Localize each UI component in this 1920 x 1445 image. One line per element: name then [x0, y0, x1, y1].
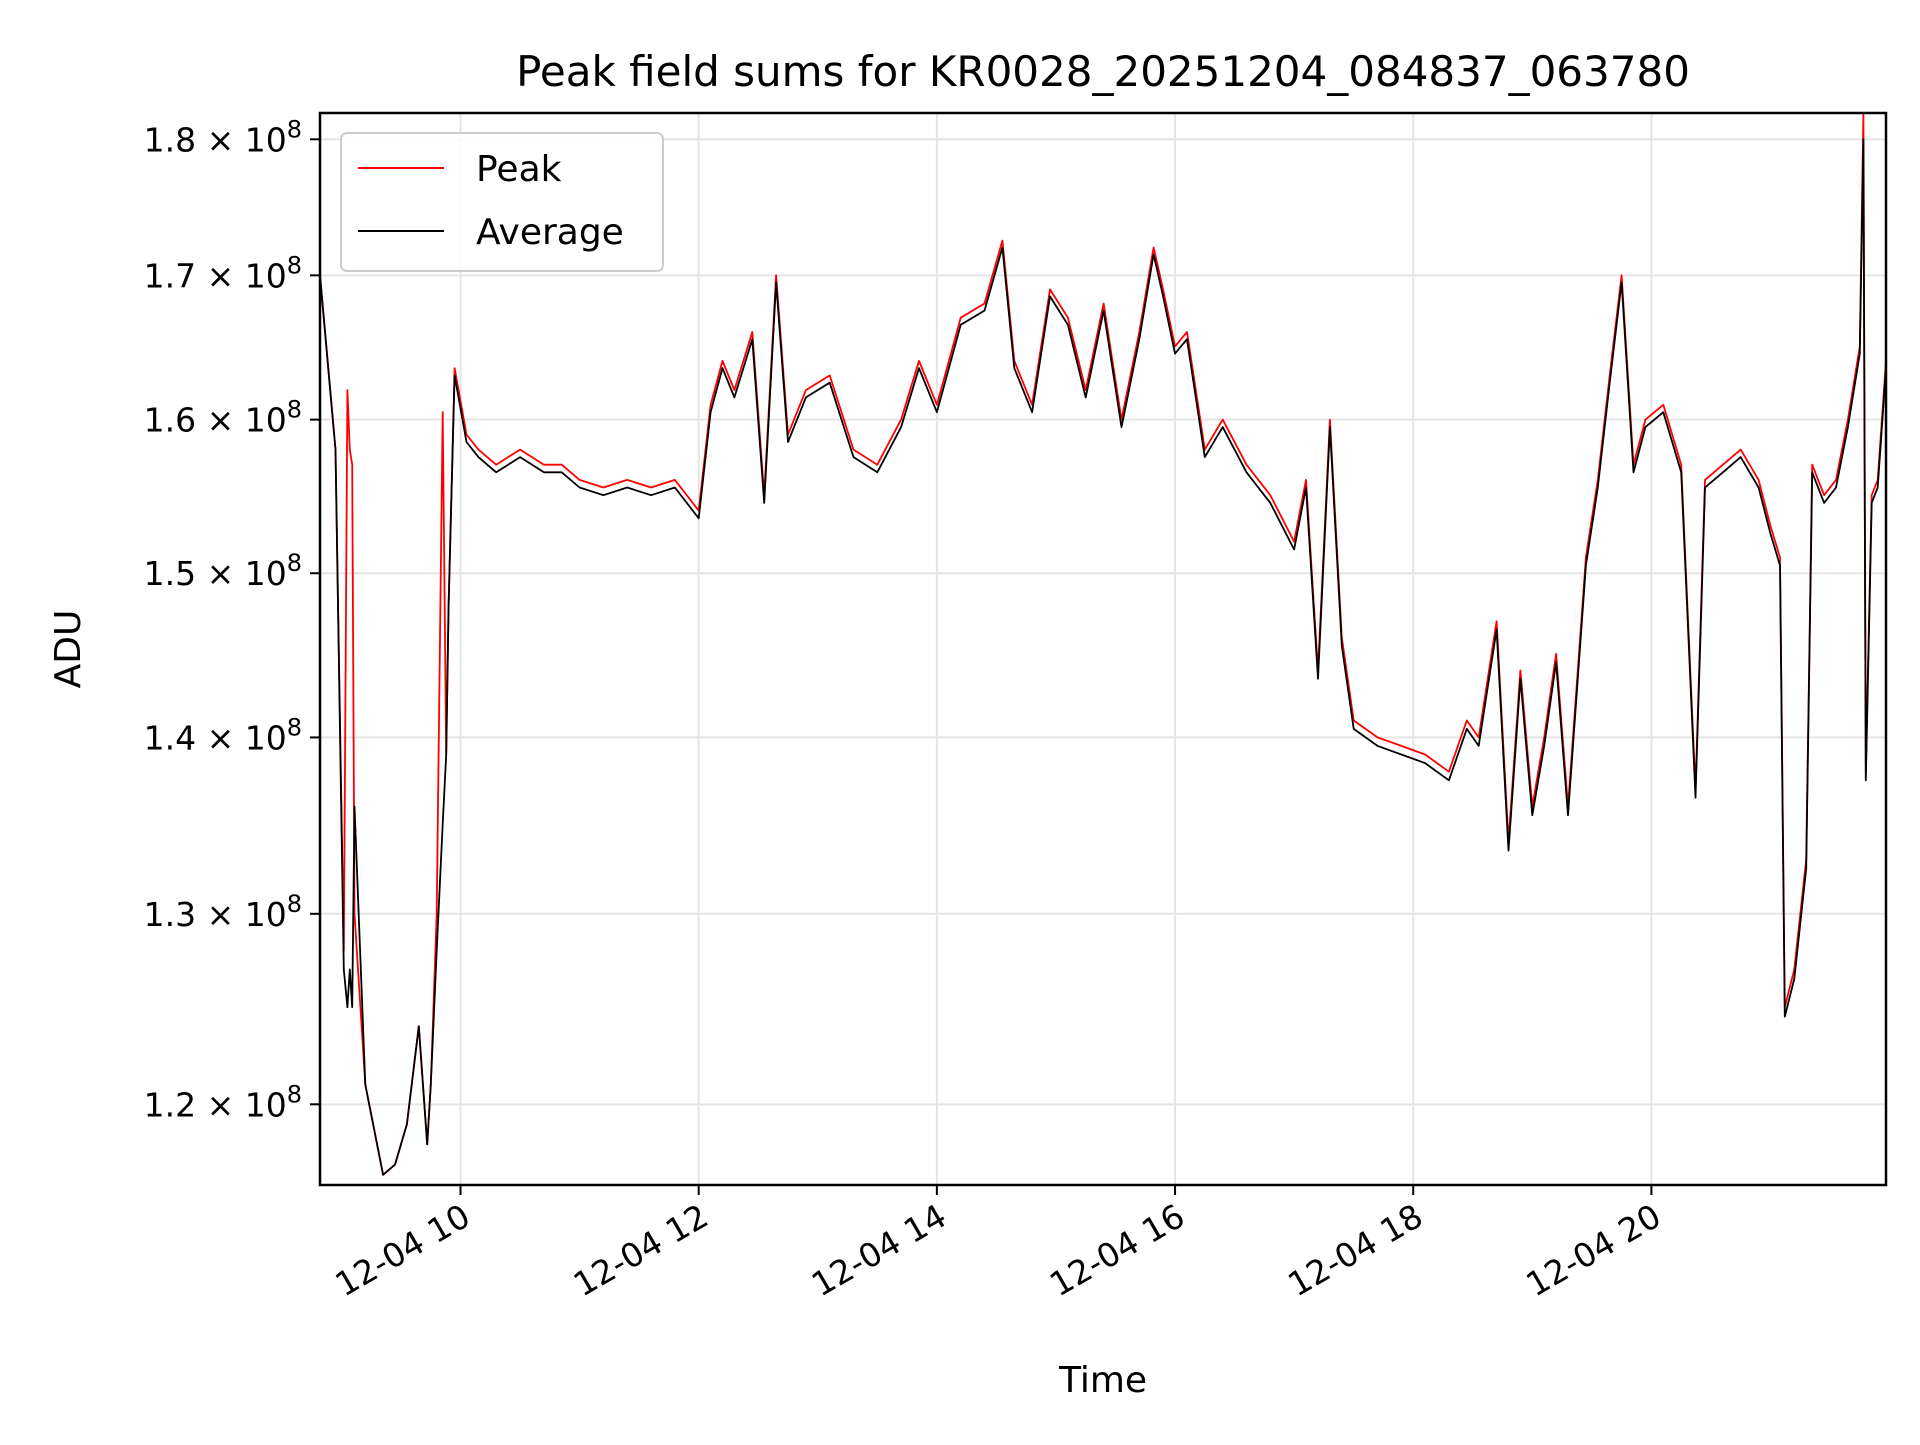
y-tick-label: 1.3 × 108 — [144, 890, 302, 934]
y-tick-mantissa: 1.7 — [144, 256, 196, 295]
y-tick-exponent: 8 — [287, 396, 302, 424]
y-tick-mantissa: 1.3 — [144, 895, 196, 934]
y-tick-exponent: 8 — [287, 713, 302, 741]
y-axis-label: ADU — [48, 610, 89, 689]
y-tick-mantissa: 1.2 — [144, 1085, 196, 1124]
grid — [320, 113, 1886, 1185]
y-tick-exponent: 8 — [287, 115, 302, 143]
y-tick-exponent: 8 — [287, 890, 302, 918]
y-tick-label: 1.4 × 108 — [144, 713, 302, 757]
x-axis-label: Time — [1058, 1360, 1147, 1401]
legend-label-peak: Peak — [476, 149, 562, 190]
y-tick-label: 1.7 × 108 — [144, 251, 302, 295]
y-tick-label: 1.5 × 108 — [144, 549, 302, 593]
series-layer — [320, 113, 1886, 1176]
y-tick-mantissa: 1.6 — [144, 401, 196, 440]
y-tick-mantissa: 1.8 — [144, 120, 196, 159]
y-tick-exponent: 8 — [287, 549, 302, 577]
y-tick-mantissa: 1.5 — [144, 554, 196, 593]
y-tick-exponent: 8 — [287, 251, 302, 279]
legend-label-average: Average — [476, 212, 624, 253]
y-axis: 1.2 × 108 1.3 × 108 1.4 × 108 1.5 × 108 1.6 … — [144, 115, 320, 1124]
legend: Peak Average — [340, 132, 664, 272]
y-tick-label: 1.8 × 108 — [144, 115, 302, 159]
plot-frame — [318, 111, 1888, 1187]
chart-title: Peak field sums for KR0028_20251204_0848… — [516, 47, 1690, 96]
y-tick-mantissa: 1.4 — [144, 718, 196, 757]
y-tick-label: 1.6 × 108 — [144, 396, 302, 440]
series-line-average — [320, 138, 1886, 1176]
y-tick-exponent: 8 — [287, 1080, 302, 1108]
y-tick-label: 1.2 × 108 — [144, 1080, 302, 1124]
